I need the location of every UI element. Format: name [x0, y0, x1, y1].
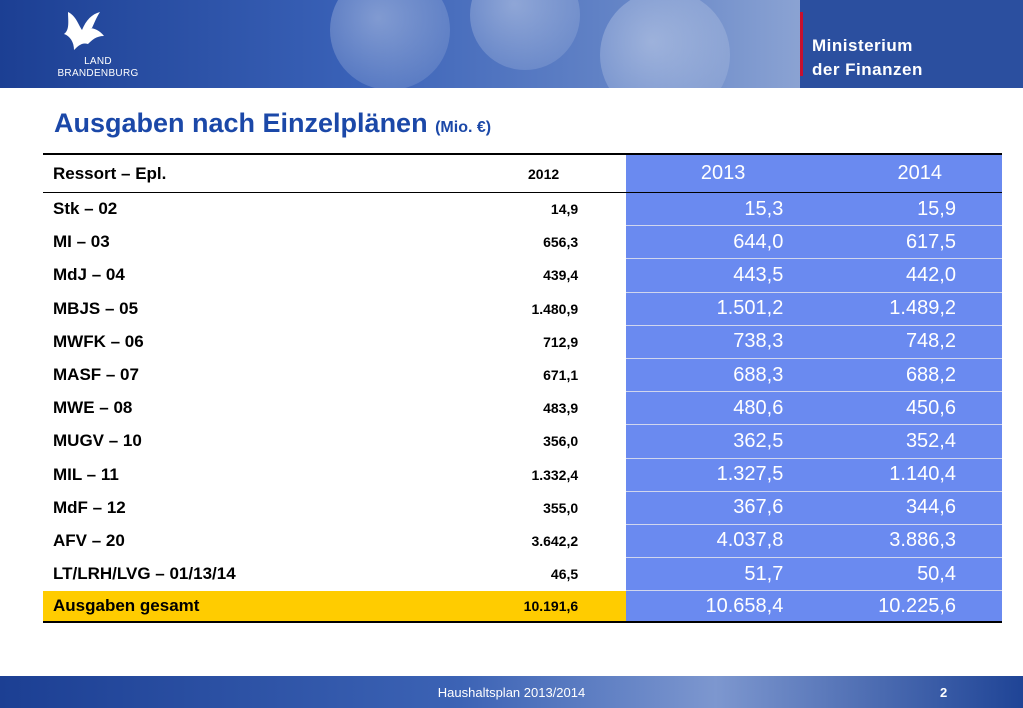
cell-2012: 46,5	[441, 557, 627, 592]
ministry-line1: Ministerium	[812, 36, 913, 55]
expenditure-table: Ressort – Epl. 2012 2013 2014 Stk – 02 1…	[43, 153, 1002, 624]
cell-ressort: AFV – 20	[43, 524, 442, 559]
eagle-icon	[64, 12, 104, 50]
cell-2014: 1.489,2	[785, 292, 1002, 326]
cell-2013: 644,0	[626, 225, 786, 260]
table-row: AFV – 20 3.642,2 4.037,8 3.886,3	[43, 524, 1002, 559]
cell-2014: 15,9	[785, 192, 1002, 227]
table-total-row: Ausgaben gesamt 10.191,6 10.658,4 10.225…	[43, 590, 1002, 624]
brandenburg-logo: LAND BRANDENBURG	[48, 6, 148, 84]
cell-ressort: MUGV – 10	[43, 424, 442, 459]
table-row: MWFK – 06 712,9 738,3 748,2	[43, 325, 1002, 359]
title-main: Ausgaben nach Einzelplänen	[54, 108, 428, 138]
cell-2012: 1.480,9	[441, 292, 627, 326]
cell-2012: 439,4	[441, 258, 627, 293]
table-row: MI – 03 656,3 644,0 617,5	[43, 225, 1002, 260]
cell-2012: 355,0	[441, 491, 627, 525]
cell-ressort: Stk – 02	[43, 192, 442, 227]
slide-title: Ausgaben nach Einzelplänen (Mio. €)	[54, 108, 491, 139]
table-header-row: Ressort – Epl. 2012 2013 2014	[43, 153, 1002, 193]
cell-2013: 4.037,8	[626, 524, 786, 559]
title-unit: (Mio. €)	[435, 119, 492, 136]
cell-ressort: MASF – 07	[43, 358, 442, 393]
cell-2013: 1.501,2	[626, 292, 786, 326]
cell-ressort: MBJS – 05	[43, 292, 442, 326]
table-row: Stk – 02 14,9 15,3 15,9	[43, 192, 1002, 227]
header-ressort: Ressort – Epl.	[43, 153, 442, 193]
cell-2014: 442,0	[785, 258, 1002, 293]
footer-text: Haushaltsplan 2013/2014	[437, 685, 586, 700]
cell-2013: 362,5	[626, 424, 786, 459]
cell-ressort: MI – 03	[43, 225, 442, 260]
cell-2012: 712,9	[441, 325, 627, 359]
header-2014: 2014	[785, 153, 1002, 193]
header-2013: 2013	[626, 153, 786, 193]
ministry-brand: Ministerium der Finanzen	[800, 0, 1023, 88]
total-2014: 10.225,6	[785, 590, 1002, 624]
logo-text-land: LAND	[84, 56, 112, 67]
page-number: 2	[940, 685, 948, 700]
cell-ressort: MWFK – 06	[43, 325, 442, 359]
cell-2013: 51,7	[626, 557, 786, 592]
cell-ressort: MdJ – 04	[43, 258, 442, 293]
logo-text-brandenburg: BRANDENBURG	[57, 68, 139, 79]
cell-2012: 656,3	[441, 225, 627, 260]
cell-2012: 14,9	[441, 192, 627, 227]
table-row: MUGV – 10 356,0 362,5 352,4	[43, 424, 1002, 459]
cell-2013: 1.327,5	[626, 458, 786, 492]
cell-2014: 617,5	[785, 225, 1002, 260]
cell-ressort: MdF – 12	[43, 491, 442, 525]
table-row: LT/LRH/LVG – 01/13/14 46,5 51,7 50,4	[43, 557, 1002, 592]
table-row: MdJ – 04 439,4 443,5 442,0	[43, 258, 1002, 293]
cell-ressort: LT/LRH/LVG – 01/13/14	[43, 557, 442, 592]
cell-2014: 344,6	[785, 491, 1002, 525]
cell-2012: 3.642,2	[441, 524, 627, 559]
table-row: MASF – 07 671,1 688,3 688,2	[43, 358, 1002, 393]
brand-accent-bar	[800, 12, 803, 76]
coin-decoration	[470, 0, 580, 70]
cell-2014: 688,2	[785, 358, 1002, 393]
total-2013: 10.658,4	[626, 590, 786, 624]
coin-decoration	[330, 0, 450, 90]
total-label: Ausgaben gesamt	[43, 590, 442, 624]
total-2012: 10.191,6	[441, 590, 627, 624]
cell-2014: 3.886,3	[785, 524, 1002, 559]
cell-2014: 748,2	[785, 325, 1002, 359]
cell-2013: 480,6	[626, 391, 786, 426]
cell-2013: 738,3	[626, 325, 786, 359]
header-2012: 2012	[441, 153, 627, 193]
cell-2014: 352,4	[785, 424, 1002, 459]
cell-2014: 450,6	[785, 391, 1002, 426]
cell-ressort: MWE – 08	[43, 391, 442, 426]
ministry-line2: der Finanzen	[812, 60, 923, 79]
cell-2012: 483,9	[441, 391, 627, 426]
cell-2012: 356,0	[441, 424, 627, 459]
cell-2013: 367,6	[626, 491, 786, 525]
table-row: MWE – 08 483,9 480,6 450,6	[43, 391, 1002, 426]
footer-bar: Haushaltsplan 2013/2014 2	[0, 676, 1023, 708]
table-row: MBJS – 05 1.480,9 1.501,2 1.489,2	[43, 292, 1002, 326]
cell-2014: 1.140,4	[785, 458, 1002, 492]
cell-2014: 50,4	[785, 557, 1002, 592]
cell-2012: 1.332,4	[441, 458, 627, 492]
cell-2013: 688,3	[626, 358, 786, 393]
cell-2013: 443,5	[626, 258, 786, 293]
cell-ressort: MIL – 11	[43, 458, 442, 492]
table-row: MIL – 11 1.332,4 1.327,5 1.140,4	[43, 458, 1002, 492]
table-row: MdF – 12 355,0 367,6 344,6	[43, 491, 1002, 525]
cell-2013: 15,3	[626, 192, 786, 227]
header-banner: LAND BRANDENBURG Ministerium der Finanze…	[0, 0, 1023, 120]
coin-decoration	[600, 0, 730, 120]
cell-2012: 671,1	[441, 358, 627, 393]
